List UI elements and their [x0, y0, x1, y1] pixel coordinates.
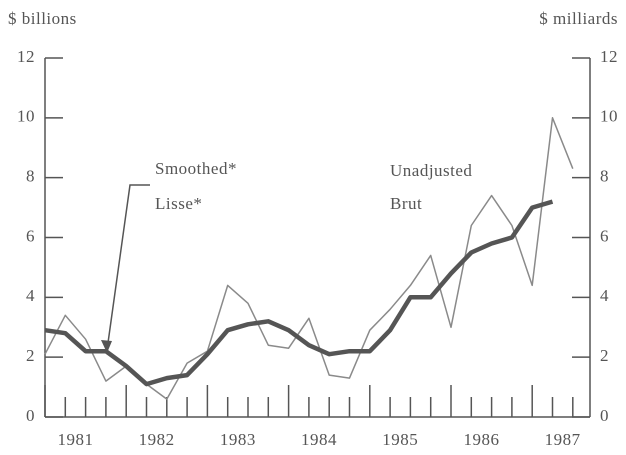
x-tick-label: 1986 — [463, 430, 499, 449]
x-tick-label: 1983 — [220, 430, 256, 449]
arrow — [106, 184, 150, 351]
y2-tick-label: 12 — [600, 47, 618, 66]
y-tick-label: 6 — [26, 226, 35, 245]
y2-tick-label: 2 — [600, 346, 609, 365]
annotation: Lisse* — [155, 194, 202, 213]
y2-tick-label: 10 — [600, 107, 618, 126]
x-tick-label: 1984 — [301, 430, 337, 449]
y-axis-label: $ billions — [8, 9, 77, 28]
x-tick-label: 1982 — [139, 430, 175, 449]
x-tick-label: 1985 — [382, 430, 418, 449]
y2-tick-label: 4 — [600, 286, 609, 305]
y-tick-label: 2 — [26, 346, 35, 365]
annotation: Smoothed* — [155, 159, 237, 178]
y-tick-label: 10 — [17, 107, 35, 126]
y-tick-label: 0 — [26, 406, 35, 425]
annotation: Brut — [390, 194, 422, 213]
series-line — [44, 199, 554, 387]
y2-tick-label: 0 — [600, 406, 609, 425]
arrowhead — [101, 340, 112, 353]
annotation: Unadjusted — [390, 161, 472, 180]
y-tick-label: 12 — [17, 47, 35, 66]
y2-tick-label: 6 — [600, 226, 609, 245]
y-tick-label: 4 — [26, 286, 35, 305]
x-tick-label: 1981 — [57, 430, 93, 449]
y-tick-label: 8 — [26, 167, 35, 186]
y2-axis-label: $ milliards — [539, 9, 618, 28]
x-tick-label: 1987 — [545, 430, 581, 449]
series-line — [44, 117, 574, 400]
y2-tick-label: 8 — [600, 167, 609, 186]
